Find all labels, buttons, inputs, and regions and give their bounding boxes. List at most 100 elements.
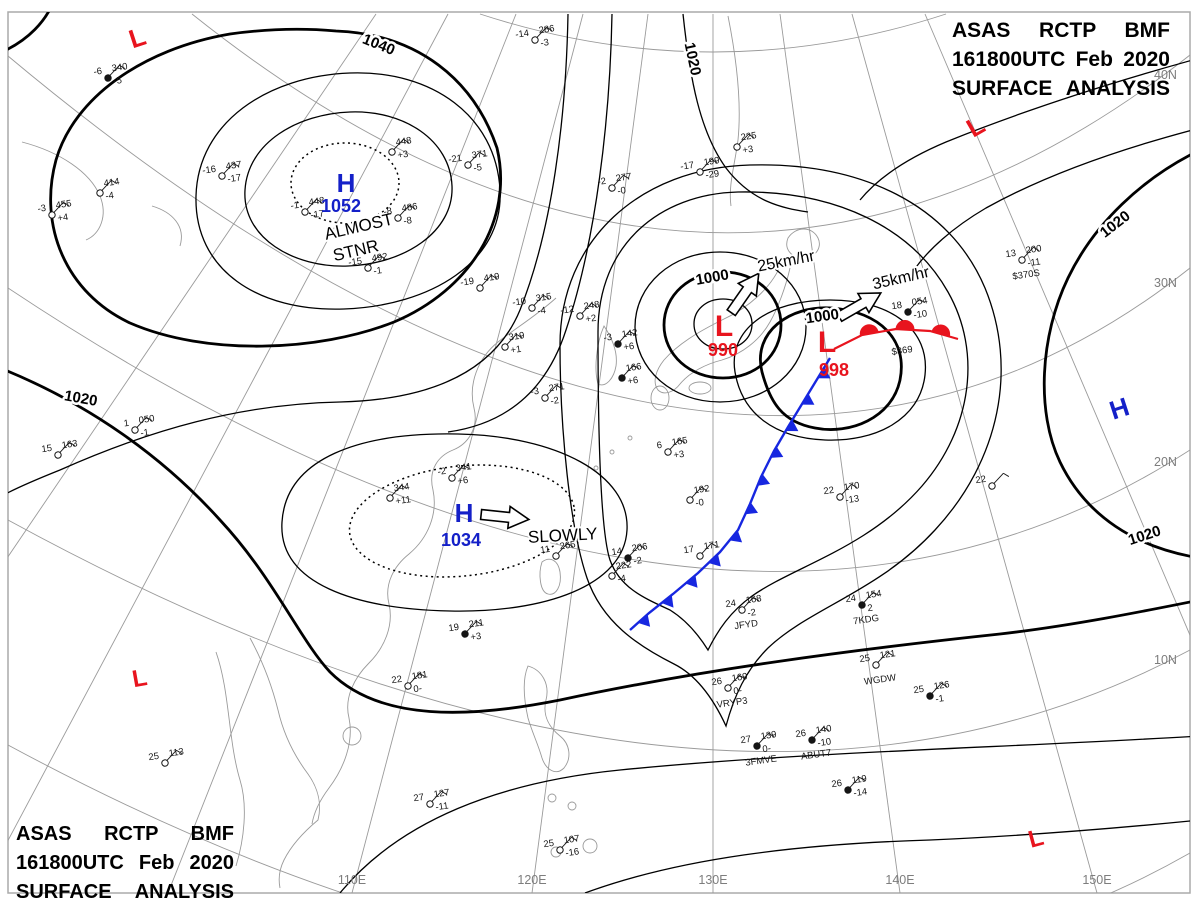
station-circle-icon [844, 786, 852, 794]
station-circle-icon [364, 264, 372, 272]
station-plot: 225+3 [733, 130, 757, 156]
svg-text:315: 315 [535, 291, 552, 304]
svg-text:L: L [818, 326, 836, 359]
svg-text:-10: -10 [913, 308, 928, 321]
svg-text:414: 414 [103, 176, 120, 189]
graticule-labels-layer: 40N 30N 20N 10N 110E 120E 130E 140E 150E [338, 68, 1177, 887]
station-plot: 15 163 [41, 438, 78, 459]
svg-text:-12: -12 [560, 304, 575, 317]
wind-barb-icon [561, 836, 578, 849]
wind-barb-icon [629, 544, 646, 557]
svg-text:127: 127 [433, 787, 450, 800]
svg-text:27: 27 [740, 734, 752, 746]
wind-barb-icon [619, 330, 636, 343]
cold-front-triangle-icon [708, 554, 721, 567]
station-circle-icon [738, 606, 746, 614]
svg-text:-13: -13 [845, 493, 860, 506]
svg-text:437: 437 [225, 159, 242, 172]
station-plot: 22 170-13 [823, 480, 860, 506]
station-circle-icon [476, 284, 484, 292]
wind-barb-icon [931, 682, 948, 695]
svg-text:-2: -2 [747, 607, 757, 619]
svg-text:VRYP3: VRYP3 [716, 695, 748, 710]
station-circle-icon [686, 496, 694, 504]
svg-text:-17: -17 [227, 172, 242, 185]
svg-text:-11: -11 [435, 801, 449, 814]
station-circle-icon [1018, 256, 1026, 264]
svg-text:340: 340 [111, 61, 128, 74]
wind-barb-icon [453, 464, 470, 477]
pressure-value: 990 [708, 340, 738, 360]
svg-text:-8: -8 [403, 215, 413, 227]
svg-text:+4: +4 [57, 212, 69, 224]
station-plot: 27 127-11 [413, 787, 450, 814]
svg-text:6: 6 [656, 440, 663, 452]
svg-text:19: 19 [448, 622, 460, 634]
station-circle-icon [96, 189, 104, 197]
wind-barb-icon [109, 64, 126, 77]
station-circle-icon [624, 554, 632, 562]
longitude-label: 120E [517, 873, 546, 887]
svg-text:341: 341 [455, 461, 472, 474]
station-plot: 1 050-1 [123, 413, 155, 439]
movement-arrow-low-990 [726, 271, 760, 317]
station-plot: 25 107-16 [543, 833, 580, 859]
svg-text:H: H [455, 498, 474, 528]
svg-text:-2: -2 [633, 555, 643, 567]
cold-front-triangle-icon [817, 367, 831, 379]
station-plot: -19 419 [460, 271, 500, 292]
svg-text:WGDW: WGDW [863, 672, 896, 687]
svg-text:18: 18 [891, 300, 903, 312]
station-circle-icon [394, 214, 402, 222]
wind-barb-icon [813, 726, 830, 739]
product-id: ASAS RCTP BMF [952, 19, 1170, 42]
station-circle-icon [531, 36, 539, 44]
svg-text:ABUT7: ABUT7 [800, 747, 832, 762]
svg-text:119: 119 [851, 773, 868, 786]
station-plot: -15 492-1 [348, 251, 389, 277]
wind-barb-icon [743, 596, 760, 609]
svg-text:-5: -5 [473, 162, 483, 174]
pressure-value: 998 [819, 360, 849, 380]
svg-text:14: 14 [611, 546, 623, 558]
svg-text:171: 171 [703, 539, 720, 552]
warm-front-semicircle-icon [931, 324, 951, 337]
wind-barb-icon [399, 204, 416, 217]
svg-text:169: 169 [731, 671, 748, 684]
svg-text:+3: +3 [470, 631, 482, 643]
product-type: SURFACE ANALYSIS [952, 77, 1170, 100]
svg-text:206: 206 [631, 541, 648, 554]
latitude-label: 30N [1154, 276, 1177, 290]
station-circle-icon [872, 661, 880, 669]
movement-arrow-low-998 [835, 292, 883, 323]
station-plot: 11 265 [539, 539, 576, 560]
svg-text:-29: -29 [705, 168, 720, 181]
svg-text:-3: -3 [37, 203, 47, 215]
svg-text:$369: $369 [891, 344, 913, 358]
station-circle-icon [608, 572, 616, 580]
station-circle-icon [388, 148, 396, 156]
station-plot: 25 121 WGDW [859, 648, 897, 688]
svg-text:371: 371 [471, 148, 488, 161]
svg-text:126: 126 [933, 679, 950, 692]
station-circle-icon [988, 482, 996, 490]
svg-text:24: 24 [725, 598, 737, 610]
svg-text:-14: -14 [853, 786, 868, 799]
svg-text:-3: -3 [603, 332, 613, 344]
svg-text:0-: 0- [762, 743, 772, 755]
wind-barb-icon [481, 274, 498, 287]
svg-text:222: 222 [615, 559, 632, 572]
station-circle-icon [618, 374, 626, 382]
svg-text:-15: -15 [348, 256, 363, 269]
station-circle-icon [753, 742, 761, 750]
svg-text:11: 11 [539, 544, 550, 556]
station-plot: 25 126-1 [913, 679, 950, 705]
cold-front-triangle-icon [770, 446, 784, 458]
svg-text:448: 448 [395, 135, 412, 148]
station-circle-icon [858, 601, 866, 609]
station-circle-icon [426, 800, 434, 808]
svg-text:27: 27 [413, 792, 425, 804]
svg-text:200: 200 [1025, 243, 1042, 256]
